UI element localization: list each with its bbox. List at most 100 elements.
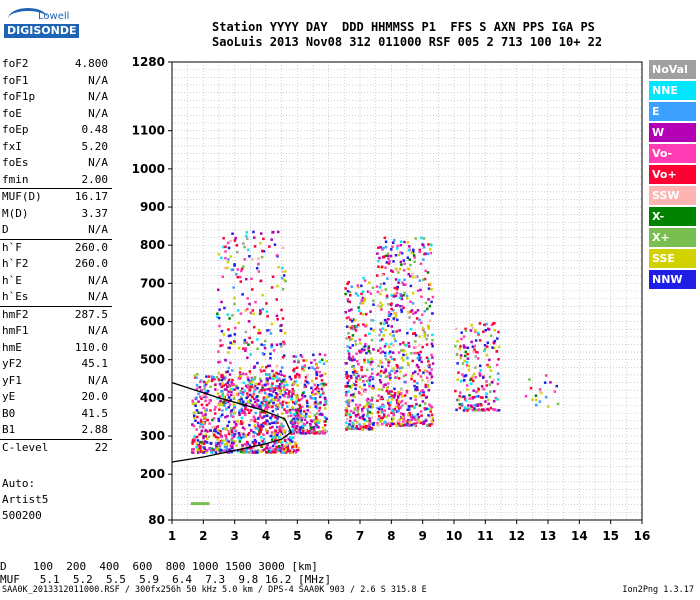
echo-point <box>259 430 262 433</box>
echo-point <box>411 272 414 276</box>
echo-point <box>315 377 318 380</box>
echo-point <box>222 400 225 404</box>
echo-point <box>417 343 421 347</box>
echo-point <box>315 419 319 422</box>
y-tick-label: 800 <box>140 238 165 252</box>
echo-point <box>274 421 278 425</box>
echo-point <box>285 411 288 414</box>
echo-point <box>379 246 382 249</box>
echo-point <box>377 415 381 418</box>
echo-point <box>201 440 205 444</box>
echo-point <box>223 443 226 446</box>
echo-point <box>306 430 309 434</box>
echo-point <box>235 392 238 396</box>
echo-point <box>314 415 318 419</box>
echo-point <box>356 410 359 413</box>
echo-point <box>426 334 429 337</box>
echo-point <box>225 449 229 453</box>
param-name: h`F <box>2 240 22 254</box>
echo-point <box>260 391 263 395</box>
echo-point <box>276 421 279 424</box>
echo-point <box>428 415 432 418</box>
y-tick-label: 200 <box>140 467 165 481</box>
echo-point <box>305 359 308 362</box>
param-value: 4.800 <box>74 57 108 70</box>
echo-point <box>283 449 286 453</box>
echo-point <box>424 385 427 389</box>
echo-point <box>376 252 379 255</box>
echo-point <box>258 442 261 445</box>
echo-point <box>196 448 199 452</box>
echo-point <box>247 320 251 323</box>
echo-point <box>322 382 325 385</box>
echo-point <box>288 449 291 453</box>
echo-point <box>218 401 222 404</box>
echo-point <box>350 359 354 362</box>
echo-point <box>220 390 223 393</box>
polarization-legend: NoVal NNE E W Vo- Vo+ SSW X- X+ SSE NNW <box>649 60 696 291</box>
echo-point <box>218 404 221 407</box>
echo-point <box>232 407 235 411</box>
echo-point <box>391 330 395 333</box>
echo-point <box>273 376 276 380</box>
echo-point <box>284 279 287 283</box>
echo-point <box>268 386 272 389</box>
echo-point <box>226 414 229 418</box>
file-info-footer: SAA0K_2013312011000.RSF / 300fx256h 50 k… <box>2 585 427 595</box>
echo-point <box>245 448 248 452</box>
echo-point <box>409 310 412 313</box>
echo-point <box>276 413 279 416</box>
echo-point <box>191 402 195 406</box>
echo-point <box>395 330 398 333</box>
echo-point <box>270 238 273 241</box>
echo-point <box>368 411 372 414</box>
echo-point <box>229 334 232 337</box>
echo-point <box>212 448 215 451</box>
echo-point <box>463 359 466 363</box>
echo-point <box>239 401 243 405</box>
echo-point <box>280 373 283 376</box>
echo-point <box>391 409 395 413</box>
echo-point <box>269 416 272 419</box>
echo-point <box>358 349 361 353</box>
echo-point <box>384 357 388 361</box>
echo-point <box>216 447 219 450</box>
echo-point <box>274 436 277 439</box>
echo-point <box>266 379 269 382</box>
echo-point <box>252 312 255 316</box>
echo-point <box>388 350 392 353</box>
echo-point <box>279 449 282 452</box>
echo-point <box>422 422 425 425</box>
echo-point <box>397 253 401 257</box>
echo-point <box>473 348 476 351</box>
echo-point <box>368 423 371 426</box>
echo-point <box>298 403 301 407</box>
echo-point <box>244 403 248 406</box>
echo-point <box>303 395 307 398</box>
echo-point <box>350 337 354 341</box>
echo-point <box>369 405 373 409</box>
echo-point <box>277 385 281 388</box>
echo-point <box>493 322 496 325</box>
echo-point <box>353 407 356 410</box>
echo-point <box>200 403 204 407</box>
echo-point <box>196 373 199 376</box>
echo-point <box>387 302 390 306</box>
echo-point <box>379 301 382 305</box>
echo-point <box>255 398 258 402</box>
echo-point <box>227 420 231 424</box>
echo-point <box>245 396 248 400</box>
echo-point <box>233 388 236 391</box>
echo-point <box>315 370 318 374</box>
echo-point <box>310 431 314 434</box>
echo-point <box>269 376 272 380</box>
echo-point <box>242 391 245 394</box>
echo-point <box>400 297 404 301</box>
echo-point <box>230 409 234 412</box>
echo-point <box>266 431 269 435</box>
echo-point <box>380 265 384 268</box>
echo-point <box>395 375 398 379</box>
echo-point <box>270 387 273 391</box>
echo-point <box>244 435 248 438</box>
echo-point <box>429 405 432 408</box>
